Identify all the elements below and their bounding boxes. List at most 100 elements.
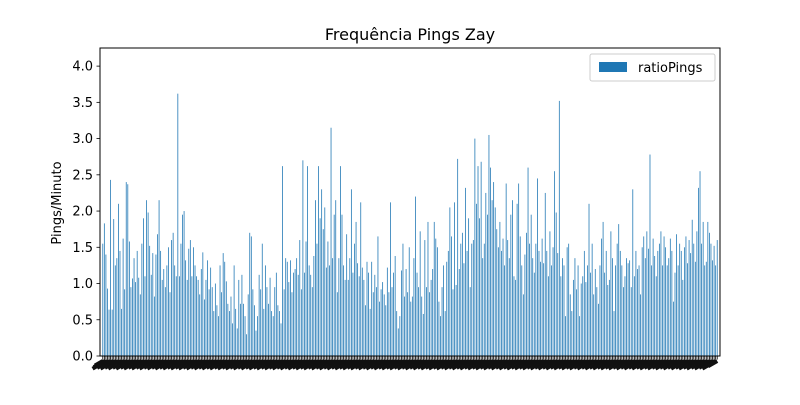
bar <box>402 243 404 356</box>
bar <box>458 269 460 356</box>
bar <box>325 267 327 356</box>
bar <box>102 243 104 356</box>
bar <box>319 218 321 356</box>
bar <box>382 282 384 356</box>
bar <box>193 247 194 356</box>
bar <box>580 283 582 356</box>
y-tick-label: 2.0 <box>72 205 93 220</box>
bar <box>105 254 107 356</box>
bar <box>227 303 229 356</box>
bar <box>149 245 151 356</box>
bar <box>222 253 224 356</box>
bar <box>554 171 556 356</box>
bar <box>451 236 452 356</box>
bar <box>299 240 301 356</box>
bar <box>350 189 352 356</box>
bar <box>413 258 415 356</box>
bar <box>709 232 710 356</box>
bar <box>710 243 712 356</box>
bar <box>352 272 354 356</box>
bar <box>277 305 279 356</box>
bar <box>210 267 212 356</box>
bar <box>404 296 405 356</box>
bar <box>422 313 424 356</box>
bar <box>241 274 243 356</box>
legend-box <box>589 53 716 82</box>
bar <box>674 272 676 356</box>
bar <box>682 279 684 356</box>
bar <box>519 236 521 356</box>
bar <box>349 258 351 356</box>
bar <box>521 265 523 356</box>
bar <box>547 276 549 356</box>
bar <box>702 221 704 356</box>
bar <box>330 127 332 356</box>
bar <box>513 276 515 356</box>
bar <box>116 258 118 356</box>
bar <box>160 250 162 356</box>
bar <box>197 279 199 356</box>
y-tick-label: 0.5 <box>72 313 93 328</box>
bar <box>125 182 127 356</box>
bar <box>557 253 559 356</box>
bar <box>518 183 520 356</box>
bar <box>585 282 587 356</box>
bar <box>640 294 641 356</box>
y-tick-label: 3.0 <box>72 132 93 147</box>
bar <box>701 243 702 356</box>
bar <box>268 303 269 356</box>
bar <box>665 247 667 356</box>
bar <box>666 265 668 356</box>
bar <box>383 294 385 356</box>
bar <box>311 287 313 356</box>
bar <box>304 272 305 356</box>
bar <box>194 265 196 356</box>
bar <box>264 265 266 356</box>
bar <box>290 260 291 356</box>
bar <box>285 258 287 356</box>
bar <box>136 250 138 356</box>
bar <box>260 289 262 356</box>
bar <box>705 261 707 356</box>
bar <box>487 214 488 356</box>
bar <box>307 166 308 356</box>
bar <box>569 294 571 356</box>
bar <box>132 278 133 356</box>
bar <box>544 192 546 356</box>
bar <box>275 272 277 356</box>
bar <box>421 296 423 356</box>
bar <box>479 218 480 356</box>
bar <box>482 258 484 356</box>
bar <box>560 276 562 356</box>
bar <box>335 200 337 356</box>
bar <box>308 265 310 356</box>
bar <box>679 243 681 356</box>
bar <box>657 250 659 356</box>
bar <box>300 289 302 356</box>
bar <box>244 316 246 356</box>
bar <box>643 236 645 356</box>
bars-group <box>102 93 718 357</box>
bar <box>543 263 545 356</box>
bar <box>211 287 213 356</box>
bar <box>607 284 609 356</box>
bar <box>685 236 687 356</box>
bar <box>246 334 248 356</box>
bar <box>236 328 238 356</box>
bar <box>469 287 471 356</box>
bar <box>669 238 671 356</box>
bar <box>491 200 493 356</box>
bar <box>411 296 413 356</box>
y-axis-label: Pings/Minuto <box>50 161 65 244</box>
bar <box>490 167 491 356</box>
bar <box>605 250 607 356</box>
bar <box>590 272 591 356</box>
bar <box>599 265 601 356</box>
bar <box>485 192 487 356</box>
bar <box>668 258 670 356</box>
bar <box>103 223 105 356</box>
bar <box>662 265 663 356</box>
bar <box>128 241 130 356</box>
